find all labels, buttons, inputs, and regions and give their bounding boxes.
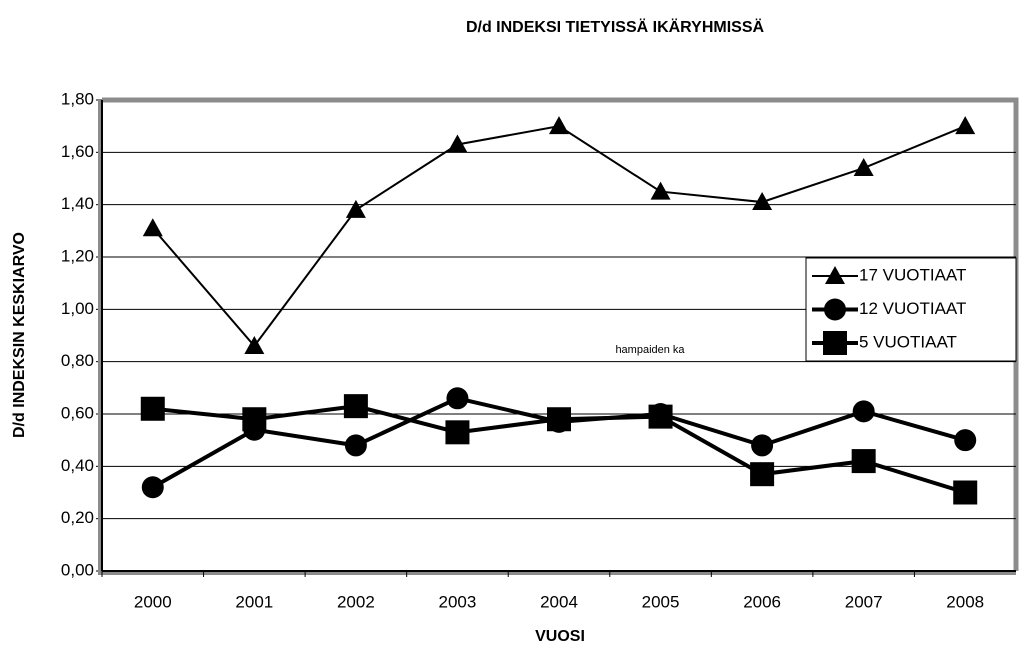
axis-shadow: [98, 100, 101, 575]
marker: [446, 387, 469, 410]
x-tick-label: 2001: [235, 592, 273, 611]
y-tick-label: 1,20: [61, 246, 94, 265]
marker: [750, 462, 775, 487]
annotation: hampaiden ka: [615, 344, 685, 356]
y-tick-label: 0,80: [61, 351, 94, 370]
x-tick-label: 2007: [845, 592, 883, 611]
y-tick-label: 0,00: [61, 560, 94, 579]
y-tick-label: 0,40: [61, 456, 94, 475]
legend-label: 12 VUOTIAAT: [859, 299, 966, 318]
y-tick-label: 1,00: [61, 299, 94, 318]
marker: [242, 407, 267, 432]
marker: [547, 407, 571, 432]
marker: [345, 199, 366, 218]
marker: [447, 134, 468, 153]
marker: [549, 116, 569, 135]
marker: [343, 394, 368, 419]
x-tick-label: 2008: [946, 592, 984, 611]
marker: [140, 396, 165, 421]
y-tick-label: 0,60: [61, 403, 94, 422]
x-tick-label: 2002: [337, 592, 375, 611]
x-tick-label: 2004: [540, 592, 578, 611]
x-axis-title: VUOSI: [535, 628, 585, 645]
marker: [142, 218, 163, 237]
x-tick-label: 2006: [743, 592, 781, 611]
x-tick-label: 2003: [439, 592, 477, 611]
y-tick-label: 1,60: [61, 142, 94, 161]
marker: [852, 400, 875, 423]
chart-title: D/d INDEKSI TIETYISSÄ IKÄRYHMISSÄ: [466, 18, 765, 36]
marker: [954, 429, 977, 452]
y-tick-label: 0,20: [61, 508, 94, 527]
legend-label: 5 VUOTIAAT: [859, 332, 957, 351]
marker: [445, 420, 470, 445]
marker: [344, 434, 367, 457]
legend-label: 17 VUOTIAAT: [859, 265, 966, 284]
marker: [650, 181, 671, 200]
y-tick-label: 1,80: [61, 89, 94, 108]
marker: [824, 298, 846, 321]
marker: [244, 335, 265, 354]
x-tick-label: 2005: [642, 592, 680, 611]
marker: [648, 404, 673, 429]
axis-shadow: [98, 572, 1016, 575]
marker: [953, 480, 978, 505]
marker: [752, 192, 773, 211]
marker: [825, 266, 845, 284]
marker: [141, 476, 164, 499]
marker: [853, 158, 874, 177]
y-axis-title: D/d INDEKSIN KESKIARVO: [11, 232, 28, 438]
marker: [851, 449, 876, 474]
x-tick-label: 2000: [134, 592, 172, 611]
marker: [955, 116, 976, 135]
marker: [751, 434, 774, 457]
marker: [823, 331, 847, 355]
y-tick-label: 1,40: [61, 194, 94, 213]
